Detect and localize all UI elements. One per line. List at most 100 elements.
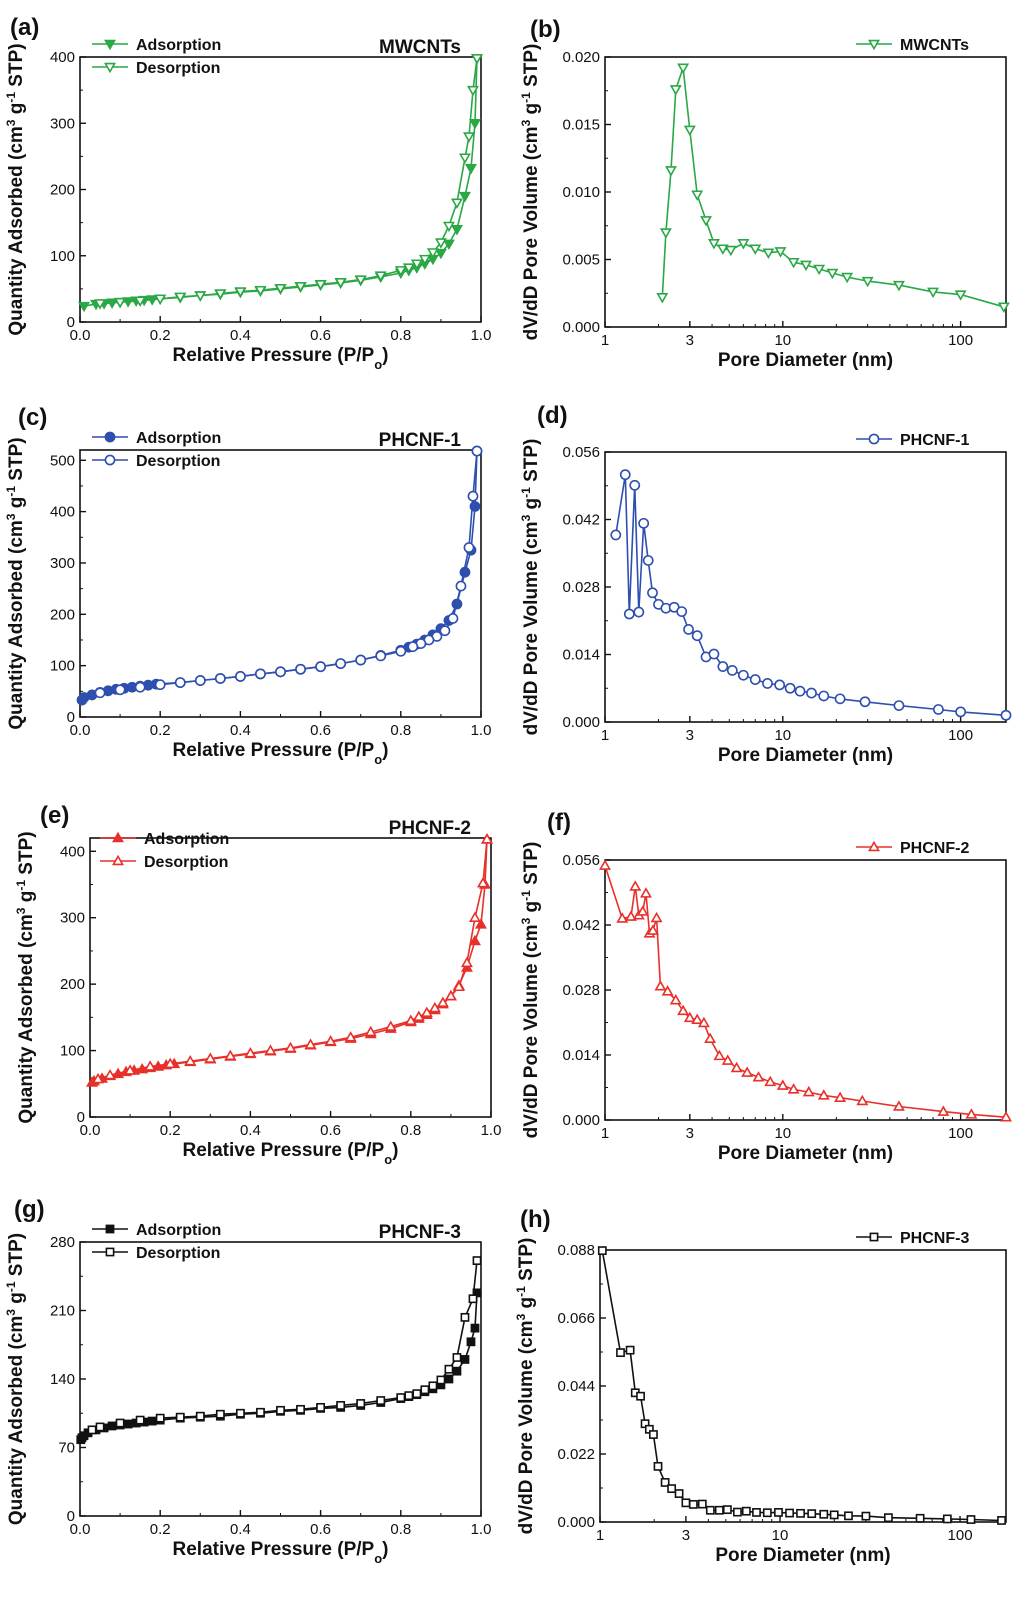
data-point <box>683 624 694 635</box>
legend-marker <box>104 431 116 443</box>
data-point <box>404 1014 417 1025</box>
data-point <box>721 1054 734 1065</box>
data-point <box>656 293 669 304</box>
data-point <box>434 248 447 260</box>
data-point <box>274 283 287 295</box>
y-axis-title: Quantity Adsorbed (cm3 g-1 STP) <box>4 43 27 335</box>
data-point <box>314 279 327 291</box>
data-point <box>616 912 629 923</box>
data-point <box>460 956 473 968</box>
data-point <box>676 606 688 617</box>
plot-area <box>597 1246 1006 1525</box>
data-point <box>104 1068 117 1080</box>
x-axis-title: Pore Diameter (nm) <box>718 1143 893 1164</box>
data-point <box>468 1294 478 1304</box>
data-point <box>214 289 227 300</box>
panel-letter: (e) <box>40 802 69 829</box>
y-tick-label: 100 <box>60 1043 85 1060</box>
legend-marker <box>868 840 880 852</box>
x-tick-label: 0.8 <box>390 327 411 344</box>
legend-label: PHCNF-1 <box>900 432 969 449</box>
data-point <box>749 674 761 685</box>
x-tick-label: 0.6 <box>320 1122 341 1139</box>
legend-marker <box>869 1232 879 1242</box>
data-point <box>335 658 347 669</box>
data-point <box>234 287 247 298</box>
y-tick-label: 0.028 <box>562 579 600 596</box>
x-tick-label: 3 <box>682 1527 690 1544</box>
data-point <box>796 1508 805 1518</box>
data-point <box>214 673 226 684</box>
data-point <box>474 918 487 929</box>
data-point <box>829 1510 839 1520</box>
data-point <box>204 1052 217 1063</box>
y-tick-label: 0.042 <box>562 917 600 934</box>
data-point <box>677 1004 690 1016</box>
data-point <box>420 1385 430 1395</box>
data-point <box>471 54 483 65</box>
y-tick-label: 0 <box>67 314 75 331</box>
data-point <box>434 238 447 249</box>
sample-label: PHCNF-2 <box>389 818 471 839</box>
legend: Adsorption Desorption <box>92 430 221 470</box>
data-point <box>304 1038 317 1049</box>
data-point <box>134 681 146 693</box>
data-point <box>469 119 481 130</box>
data-point <box>802 1085 815 1097</box>
x-tick-label: 0.2 <box>150 327 171 344</box>
x-tick-label: 0.0 <box>80 1122 101 1139</box>
data-point <box>737 669 749 681</box>
data-point <box>826 268 839 280</box>
data-point <box>650 911 663 923</box>
panel-letter: (c) <box>18 404 47 431</box>
y-axis-title: dV/dD Pore Volume (cm3 g-1 STP) <box>519 439 542 736</box>
data-point <box>619 469 631 481</box>
data-point <box>741 1066 754 1077</box>
data-point <box>194 675 206 686</box>
data-point <box>965 1108 978 1119</box>
x-tick-label: 0.0 <box>70 722 91 739</box>
data-point <box>861 276 874 288</box>
legend-label: Adsorption <box>136 1222 221 1239</box>
data-point <box>669 85 682 96</box>
data-point <box>404 1391 414 1401</box>
data-point <box>444 989 457 1001</box>
x-tick-label: 100 <box>948 1125 973 1142</box>
data-point <box>356 1399 366 1408</box>
data-point <box>410 259 423 270</box>
data-point <box>154 679 166 691</box>
data-point <box>714 1505 724 1515</box>
data-point <box>114 297 127 309</box>
data-point <box>713 1049 726 1061</box>
data-point <box>147 1416 157 1426</box>
data-point <box>664 166 677 177</box>
data-point <box>463 542 475 553</box>
data-point <box>708 648 720 660</box>
legend-marker <box>105 1224 115 1234</box>
plot-frame <box>604 451 1007 723</box>
x-tick-label: 0.0 <box>70 1521 91 1538</box>
chart-panel-5: 0.0 0.2 0.4 0.6 0.8 1.0 0 100 200 300 400 Relative … <box>14 802 501 1167</box>
data-point <box>452 1366 462 1376</box>
data-point <box>616 1348 625 1358</box>
data-point <box>683 125 696 137</box>
x-axis-title: Relative Pressure (P/Po) <box>173 740 389 767</box>
data-point <box>236 1408 245 1418</box>
data-point <box>762 1508 772 1518</box>
data-point <box>376 1396 386 1405</box>
data-point <box>774 679 786 691</box>
data-point <box>276 1405 285 1415</box>
data-point <box>717 661 729 672</box>
data-point <box>315 661 326 673</box>
data-point <box>124 1064 137 1075</box>
data-point <box>927 287 940 299</box>
data-point <box>834 693 846 705</box>
data-point <box>364 1025 377 1037</box>
legend: Adsorption Desorption <box>92 1222 221 1262</box>
data-point <box>174 292 187 304</box>
legend-marker <box>868 433 880 445</box>
panel-letter: (g) <box>14 1196 45 1223</box>
data-point <box>1000 709 1012 721</box>
x-tick-label: 0.2 <box>160 1122 181 1139</box>
data-point <box>646 924 659 935</box>
